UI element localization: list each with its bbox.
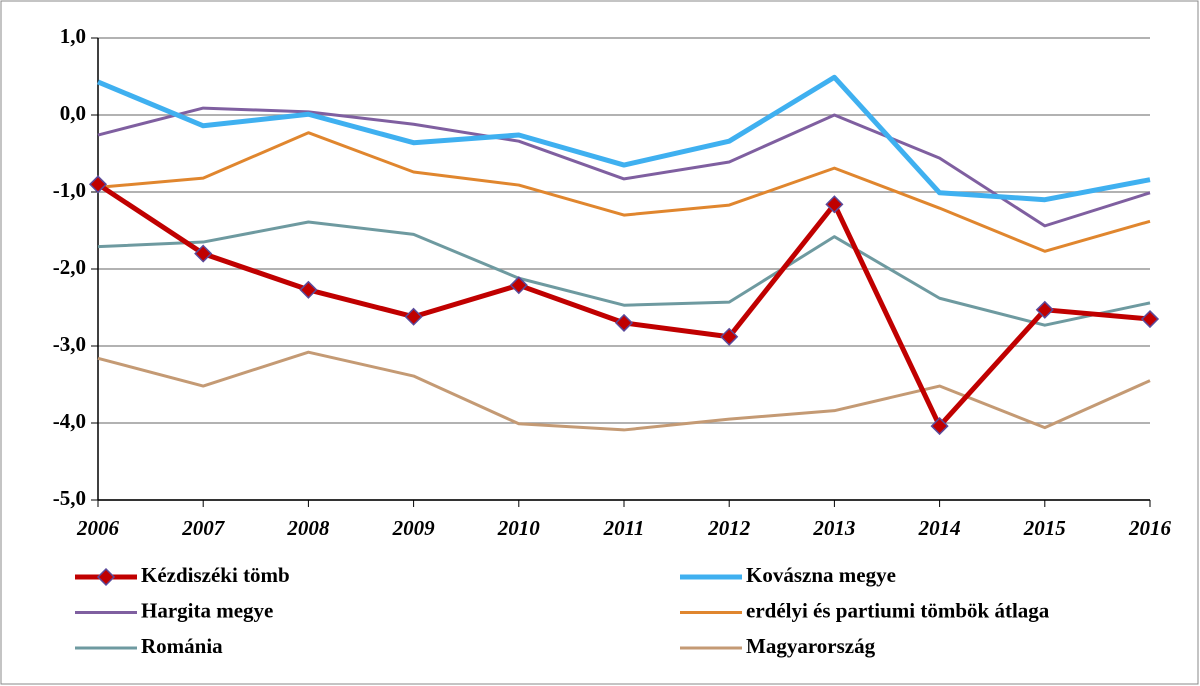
legend-label: Magyarország (746, 634, 876, 658)
legend-label: Hargita megye (141, 598, 273, 622)
marker (88, 175, 108, 194)
marker (299, 280, 318, 299)
x-tick-label: 2014 (918, 516, 961, 540)
legend-marker (96, 567, 116, 587)
marker (720, 327, 739, 346)
marker (194, 244, 213, 263)
marker (1140, 309, 1160, 329)
marker (930, 417, 949, 436)
legend-label: Kézdiszéki tömb (141, 563, 290, 587)
y-tick-label: -4,0 (53, 409, 86, 433)
x-tick-label: 2013 (812, 516, 855, 540)
x-tick-label: 2010 (497, 516, 541, 540)
y-tick-label: -1,0 (53, 178, 86, 202)
x-tick-label: 2011 (603, 516, 645, 540)
y-tick-label: 0,0 (60, 101, 86, 125)
marker (1035, 300, 1054, 319)
y-tick-label: 1,0 (60, 24, 86, 48)
marker (825, 195, 844, 214)
x-tick-label: 2009 (392, 516, 436, 540)
series-line (97, 74, 1151, 203)
legend-label: erdélyi és partiumi tömbök átlaga (746, 598, 1050, 622)
legend-label: Románia (141, 634, 223, 658)
marker (614, 313, 634, 332)
marker (404, 307, 423, 326)
x-tick-label: 2015 (1023, 516, 1066, 540)
x-tick-label: 2007 (181, 516, 226, 540)
x-tick-label: 2012 (707, 516, 751, 540)
x-tick-label: 2016 (1128, 516, 1172, 540)
series-line (97, 106, 1151, 228)
marker (509, 276, 528, 295)
y-tick-label: -5,0 (53, 486, 86, 510)
series-line (97, 131, 1151, 253)
legend-label: Kovászna megye (746, 563, 896, 587)
y-tick-label: -2,0 (53, 255, 86, 279)
series-line (97, 220, 1151, 327)
x-tick-label: 2006 (76, 516, 120, 540)
y-tick-label: -3,0 (53, 332, 86, 356)
series-line (97, 350, 1151, 432)
x-tick-label: 2008 (286, 516, 330, 540)
